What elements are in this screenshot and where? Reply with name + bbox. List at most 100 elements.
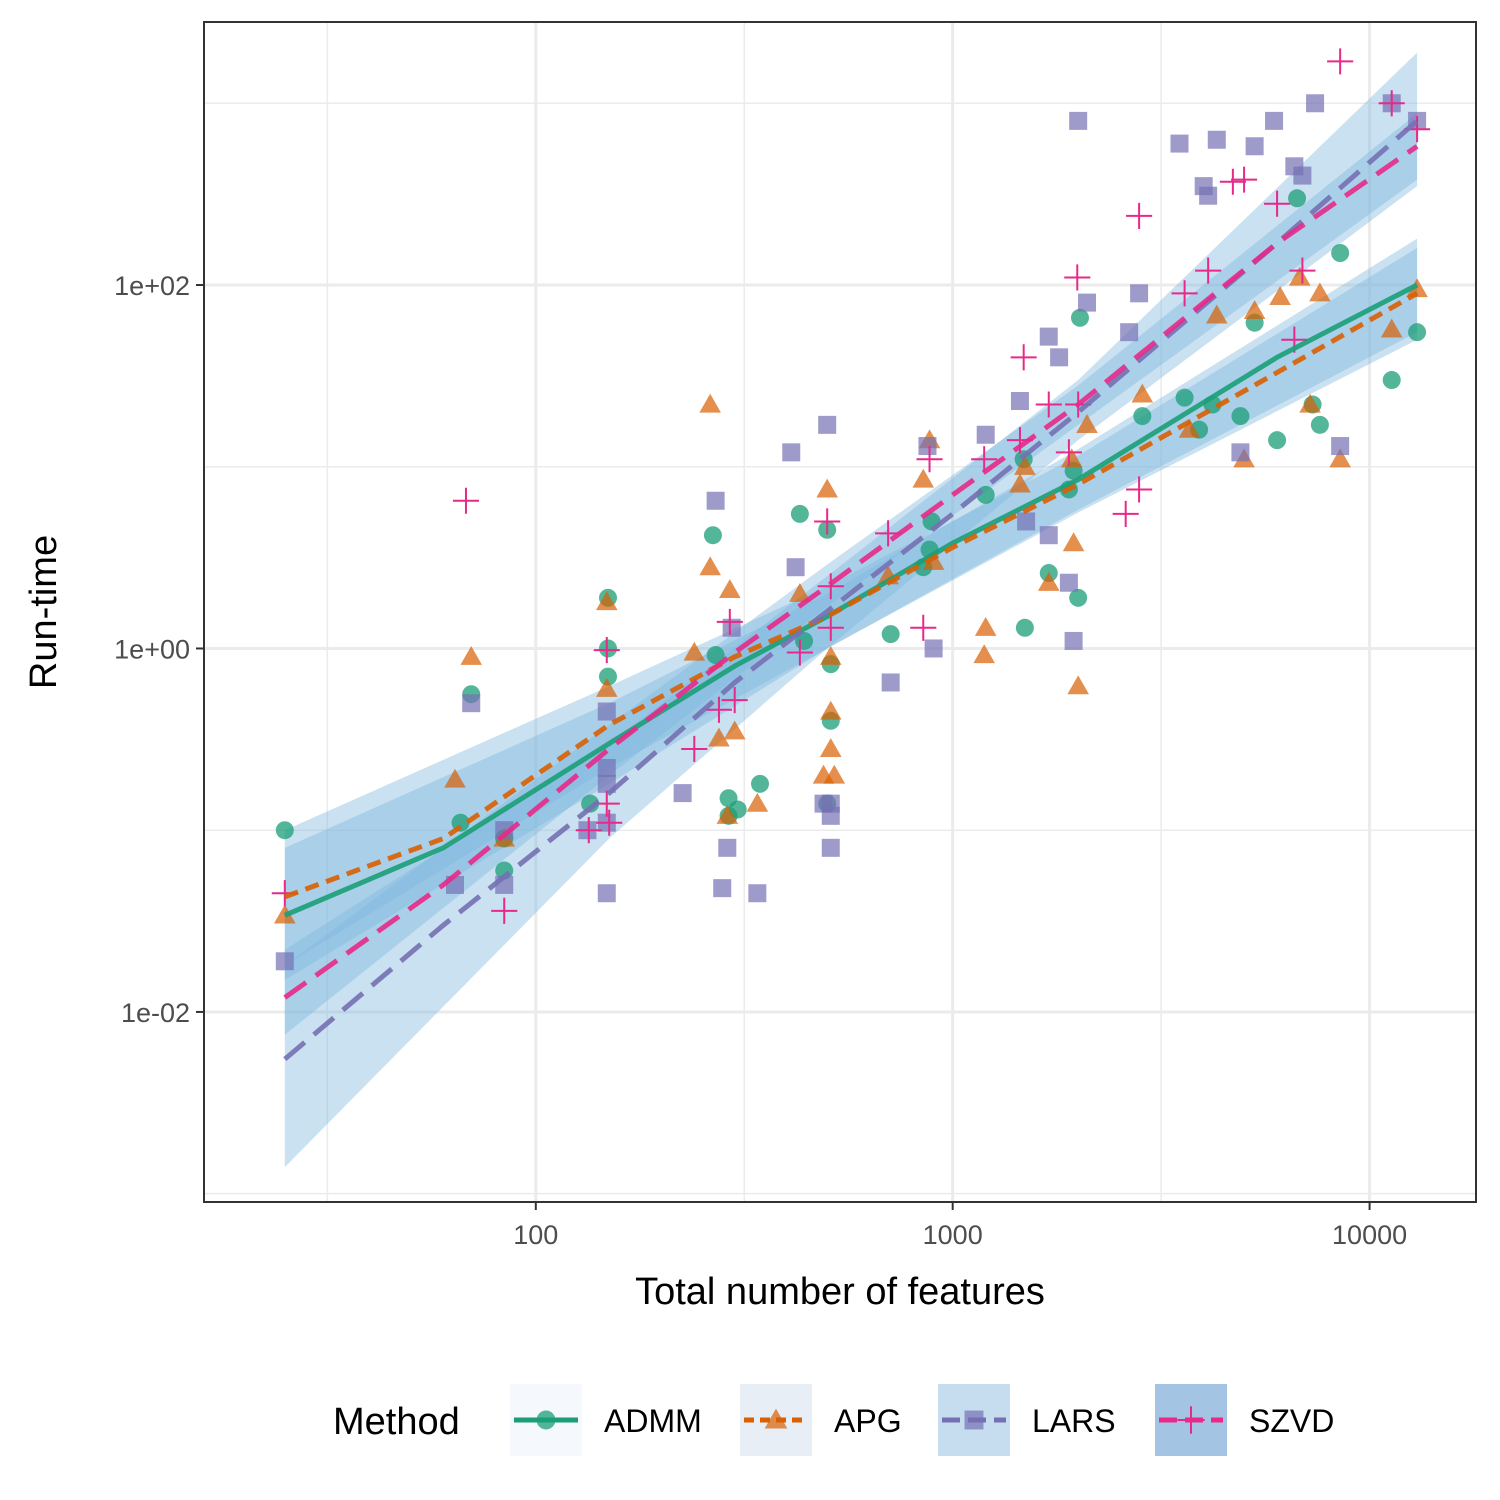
- point-apg: [1329, 448, 1351, 468]
- plot-panel-border: [203, 21, 1477, 1203]
- point-lars: [1331, 437, 1350, 456]
- point-apg: [819, 738, 842, 758]
- point-lars: [976, 425, 995, 444]
- legend-label-apg: APG: [834, 1403, 902, 1439]
- legend-label-szvd: SZVD: [1249, 1403, 1334, 1439]
- point-apg: [1243, 300, 1266, 320]
- axes: 100 1000 10000 1e-02 1e+00 1e+02: [114, 271, 1407, 1250]
- point-lars: [1130, 284, 1149, 303]
- point-apg: [683, 641, 706, 661]
- point-apg: [823, 764, 846, 784]
- point-szvd: [596, 809, 623, 836]
- point-apg: [1131, 383, 1154, 403]
- point-apg: [973, 644, 995, 664]
- point-szvd: [1112, 500, 1139, 527]
- point-szvd: [817, 573, 844, 600]
- point-szvd: [1126, 476, 1153, 503]
- point-admm: [1382, 371, 1401, 390]
- point-apg: [1269, 286, 1291, 306]
- point-lars: [1039, 526, 1058, 545]
- ribbon-szvd: [284, 113, 1418, 1035]
- point-apg: [816, 478, 838, 498]
- point-apg: [789, 582, 811, 602]
- point-szvd: [1126, 202, 1153, 229]
- point-szvd: [971, 446, 998, 473]
- point-lars: [818, 415, 837, 434]
- point-apg: [708, 727, 730, 747]
- point-lars: [1120, 323, 1139, 342]
- point-apg: [819, 700, 842, 720]
- point-lars: [1059, 573, 1078, 592]
- point-szvd: [452, 487, 480, 514]
- point-szvd: [491, 897, 518, 924]
- point-szvd: [1264, 190, 1291, 217]
- point-admm: [751, 774, 770, 793]
- y-tick-label: 1e-02: [121, 998, 190, 1028]
- point-lars: [881, 673, 900, 692]
- point-apg: [699, 556, 721, 576]
- legend-label-admm: ADMM: [604, 1403, 702, 1439]
- point-apg: [1309, 282, 1331, 302]
- point-apg: [1037, 571, 1060, 591]
- point-admm: [706, 646, 725, 665]
- point-lars: [597, 884, 616, 903]
- point-szvd: [817, 614, 844, 641]
- legend-marker-szvd: [1177, 1406, 1205, 1434]
- point-apg: [912, 468, 935, 488]
- x-tick-label: 1000: [923, 1220, 983, 1250]
- legend-marker-lars: [964, 1410, 984, 1430]
- point-lars: [1064, 631, 1083, 650]
- point-szvd: [1035, 391, 1062, 418]
- point-apg: [716, 805, 739, 824]
- x-tick-label: 100: [513, 1220, 558, 1250]
- point-lars: [495, 821, 514, 840]
- point-lars: [1293, 166, 1312, 185]
- y-tick-label: 1e+00: [114, 634, 190, 664]
- point-apg: [1009, 473, 1031, 493]
- point-lars: [1207, 130, 1226, 149]
- legend-title: Method: [333, 1401, 460, 1443]
- point-admm: [1070, 308, 1089, 327]
- point-lars: [1306, 94, 1325, 113]
- point-admm: [1310, 415, 1329, 434]
- point-lars: [713, 879, 732, 898]
- point-lars: [1170, 134, 1189, 153]
- point-apg: [1288, 266, 1311, 286]
- point-szvd: [1219, 168, 1246, 195]
- point-admm: [598, 639, 617, 658]
- point-apg: [819, 645, 842, 665]
- point-apg: [1299, 393, 1321, 413]
- y-tick-label: 1e+02: [114, 271, 190, 301]
- point-admm: [790, 504, 809, 523]
- legend: Method ADMM APG LARS SZVD: [333, 1384, 1334, 1456]
- point-lars: [718, 838, 737, 857]
- point-lars: [924, 639, 943, 658]
- point-apg: [1060, 448, 1083, 468]
- point-apg: [723, 720, 746, 740]
- legend-marker-apg: [764, 1408, 788, 1429]
- point-szvd: [1064, 264, 1091, 291]
- point-lars: [1245, 137, 1264, 156]
- point-szvd: [1171, 280, 1198, 307]
- point-admm: [728, 800, 747, 819]
- point-apg: [595, 591, 618, 611]
- point-lars: [1078, 293, 1097, 312]
- point-lars: [1050, 348, 1069, 367]
- point-lars: [782, 443, 801, 462]
- point-admm: [1288, 189, 1307, 208]
- point-szvd: [910, 614, 937, 641]
- legend-label-lars: LARS: [1032, 1403, 1116, 1439]
- point-apg: [699, 393, 721, 413]
- point-admm: [581, 794, 600, 813]
- point-lars: [1039, 327, 1058, 346]
- point-admm: [1133, 407, 1152, 426]
- gridlines: [204, 22, 1476, 1202]
- point-szvd: [575, 817, 602, 844]
- point-szvd: [1289, 257, 1316, 284]
- point-admm: [1331, 243, 1350, 262]
- point-szvd: [1378, 90, 1405, 117]
- point-lars: [1231, 443, 1250, 462]
- point-admm: [1408, 323, 1427, 342]
- fit-line-szvd: [283, 144, 1419, 1000]
- point-lars: [821, 838, 840, 857]
